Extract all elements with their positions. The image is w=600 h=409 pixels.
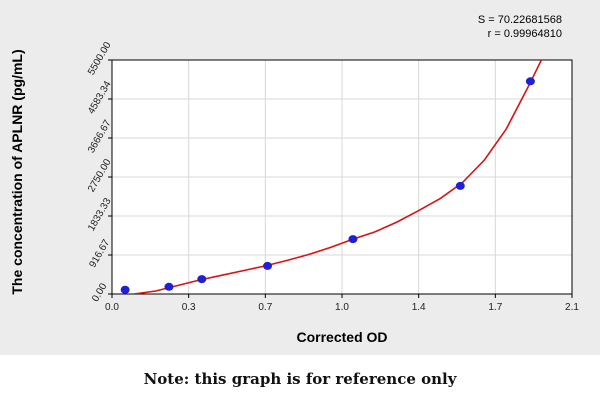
data-point [120, 285, 130, 294]
data-point [263, 261, 273, 270]
x-tick-label: 1.4 [412, 302, 426, 313]
y-tick-label: 1833.33 [86, 196, 114, 233]
y-axis-title: The concentration of APLNR (pg/mL) [9, 49, 25, 294]
chart-panel: 0.0 0.3 0.7 1.0 1.4 1.7 2.1 0.00 916.67 1833.33 27… [0, 0, 600, 355]
y-tick-label: 5500.00 [86, 40, 114, 77]
x-tick-label: 1.0 [335, 302, 349, 313]
r-value-annotation: r = 0.99964810 [487, 28, 562, 40]
data-point [164, 282, 174, 291]
y-tick-label: 0.00 [90, 281, 109, 304]
y-tick-label: 3666.67 [86, 118, 114, 155]
data-point [348, 235, 358, 244]
y-tick-label: 2750.00 [86, 157, 114, 194]
reference-note: Note: this graph is for reference only [143, 370, 457, 388]
data-point [525, 77, 535, 86]
y-tick-label: 916.67 [87, 237, 112, 269]
x-tick-label: 0.7 [258, 302, 272, 313]
x-tick-label: 0.3 [182, 302, 196, 313]
x-tick-label: 0.0 [105, 302, 119, 313]
data-point [455, 181, 465, 190]
x-tick-label: 1.7 [488, 302, 502, 313]
standard-curve-chart: 0.0 0.3 0.7 1.0 1.4 1.7 2.1 0.00 916.67 1833.3327… [9, 40, 579, 345]
x-tick-label: 2.1 [565, 302, 579, 313]
x-axis-title: Corrected OD [296, 329, 387, 345]
y-tick-label: 4583.34 [86, 79, 114, 116]
s-value-annotation: S = 70.22681568 [477, 14, 562, 26]
data-point [197, 275, 207, 284]
